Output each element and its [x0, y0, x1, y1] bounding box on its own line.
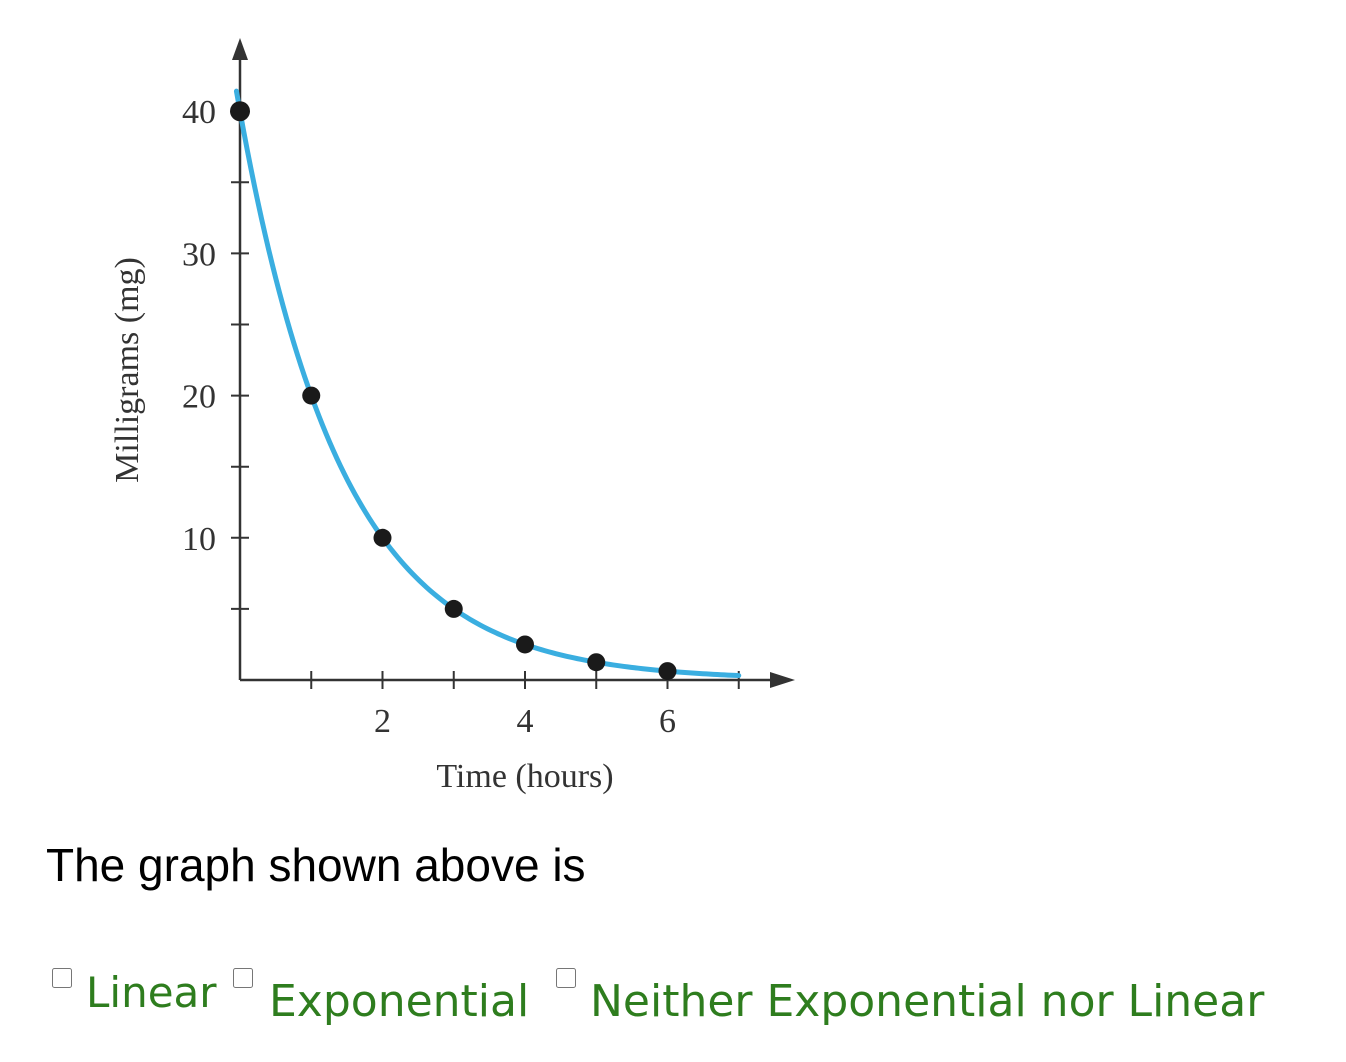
y-tick-label: 30 [182, 236, 216, 273]
option-linear-checkbox[interactable] [52, 968, 72, 988]
chart-axes [232, 38, 795, 688]
x-tick-label: 4 [517, 703, 534, 740]
x-axis-arrow-icon [770, 672, 795, 688]
data-point [587, 653, 606, 672]
decay-curve [233, 88, 742, 679]
data-point [373, 528, 392, 547]
y-tick-label: 20 [182, 379, 216, 416]
decay-chart: 2 4 6 10 20 30 40 Time (hours) Milligrams (mg) [109, 38, 795, 795]
question-text: The graph shown above is [46, 839, 586, 891]
y-tick-label: 10 [182, 521, 216, 558]
data-point [516, 635, 534, 654]
data-point [302, 386, 321, 405]
option-neither-label: Neither Exponential nor Linear [590, 976, 1265, 1027]
answer-options: Linear Exponential Neither Exponential n… [0, 960, 1346, 1040]
data-points [230, 101, 677, 681]
y-axis-title: Milligrams (mg) [109, 257, 146, 483]
data-point [230, 101, 250, 122]
x-tick-label: 2 [374, 703, 391, 740]
option-linear-label: Linear [86, 968, 217, 1017]
option-exponential-label: Exponential [269, 976, 530, 1027]
y-axis-arrow-icon [232, 38, 248, 60]
chart-tick-labels: 2 4 6 10 20 30 40 [182, 94, 676, 740]
option-exponential-checkbox[interactable] [233, 968, 253, 988]
x-tick-label: 6 [659, 703, 676, 740]
data-point [658, 662, 677, 681]
data-point [444, 599, 463, 618]
option-neither-checkbox[interactable] [556, 968, 576, 988]
y-tick-label: 40 [182, 94, 216, 131]
x-axis-title: Time (hours) [436, 758, 613, 795]
